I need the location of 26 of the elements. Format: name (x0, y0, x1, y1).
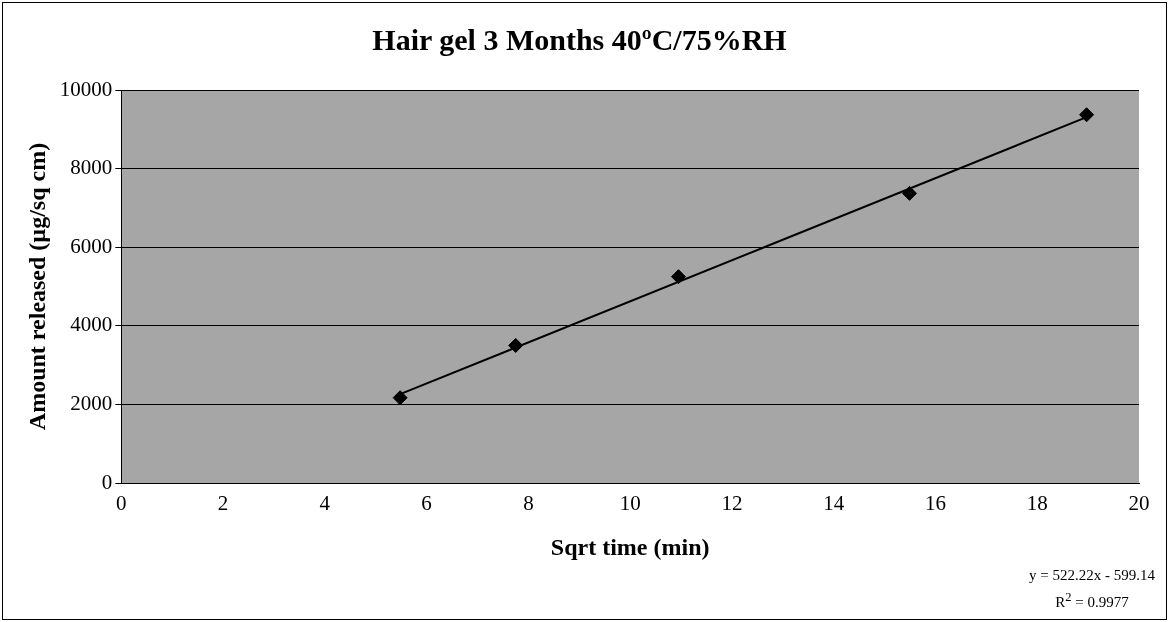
point (670, 269, 686, 285)
point (508, 337, 524, 353)
text: y = 522.22x - 599.14 (1029, 566, 1155, 585)
y-tick-label: 4000 (70, 312, 113, 337)
point (392, 390, 408, 406)
x-tick-label: 14 (823, 491, 845, 516)
x-tick-label: 12 (721, 491, 743, 516)
x-tick-label: 18 (1026, 491, 1048, 516)
point (902, 185, 918, 201)
x-tick-label: 16 (924, 491, 946, 516)
y-tick-label: 0 (101, 469, 113, 494)
y-tick-label: 8000 (70, 155, 113, 180)
point (1079, 107, 1095, 123)
x-tick-label: 10 (619, 491, 641, 516)
x-tick-label: 6 (421, 491, 432, 516)
y-tick-label: 6000 (70, 233, 113, 258)
y-axis-title: Amount released (µg/sq cm) (23, 142, 50, 431)
chart-title: Hair gel 3 Months 40ºC/75%RH (372, 22, 787, 56)
text: R$^{2}$ = 0.9977 (1054, 589, 1130, 612)
y-tick-label: 10000 (59, 76, 113, 101)
x-tick-label: 8 (523, 491, 534, 516)
x-axis-title: Sqrt time (min) (550, 533, 710, 560)
x-tick-label: 20 (1128, 491, 1150, 516)
x-tick-label: 4 (319, 491, 331, 516)
x-tick-label: 2 (217, 491, 229, 516)
y-tick-label: 2000 (70, 390, 113, 415)
